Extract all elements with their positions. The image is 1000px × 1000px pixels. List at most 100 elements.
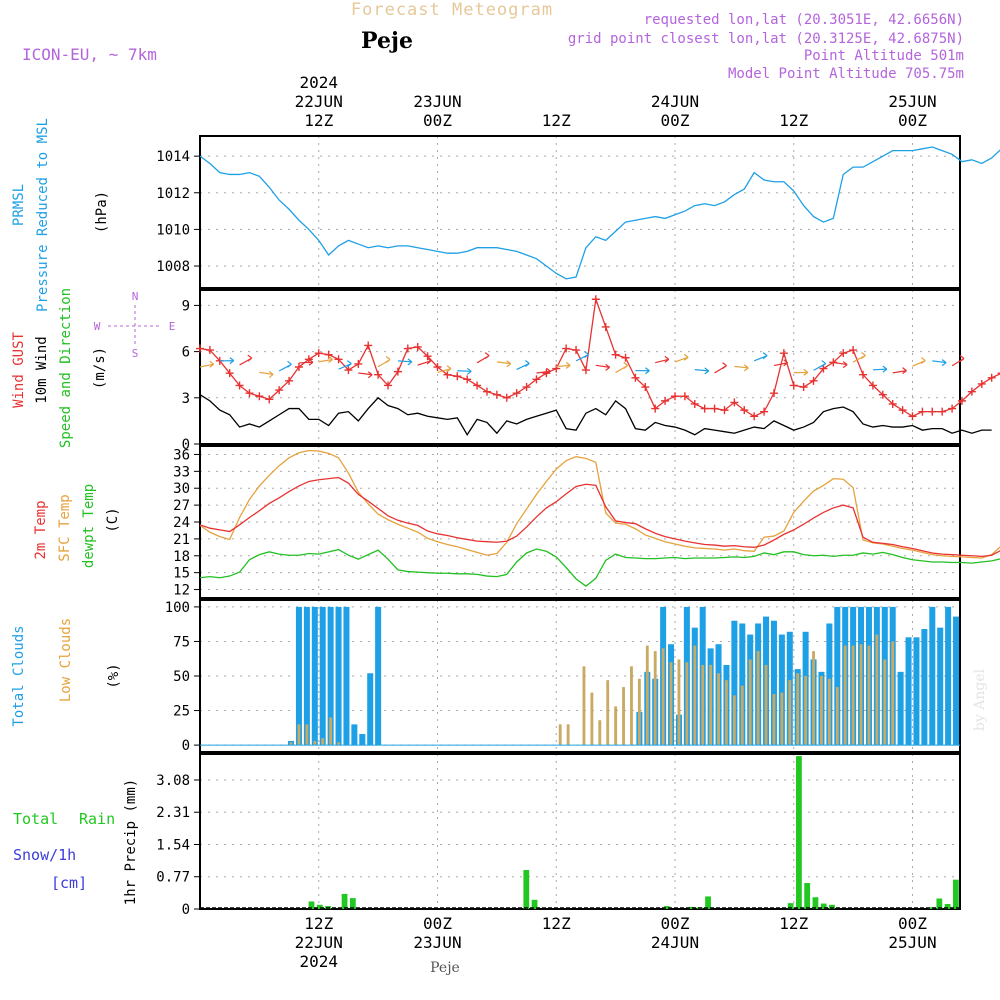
y-tick-label: 3 xyxy=(182,391,190,407)
wind-arrow xyxy=(872,365,888,373)
y-tick-label: 0 xyxy=(182,738,190,754)
low-cloud-bar xyxy=(637,678,641,746)
low-cloud-bar xyxy=(835,687,839,746)
y-tick-label: 1010 xyxy=(156,222,190,238)
watermark: by Angel xyxy=(972,668,988,731)
gust-marker xyxy=(720,406,729,415)
gust-marker xyxy=(542,369,551,378)
rain-bar xyxy=(804,883,811,909)
rain-bar xyxy=(308,901,315,909)
gust-marker xyxy=(235,381,244,390)
temp2m-label: 2m Temp xyxy=(33,500,49,559)
gust-marker xyxy=(384,381,393,390)
panel-frame xyxy=(199,445,961,599)
y-tick-label: 50 xyxy=(173,669,190,685)
rain-bar xyxy=(829,904,835,909)
compass-east: E xyxy=(169,320,176,333)
low-cloud-bar xyxy=(558,724,562,746)
wind-arrow xyxy=(912,357,926,367)
low-cloud-bar xyxy=(645,645,649,746)
low-cloud-bar xyxy=(804,676,808,746)
gust-marker xyxy=(730,398,739,407)
y-tick-label: 1012 xyxy=(156,186,190,202)
bottom-time-label: 2024 xyxy=(299,952,338,971)
total-cloud-bar xyxy=(335,606,342,746)
wind-arrow xyxy=(298,358,314,366)
low-cloud-bar xyxy=(661,648,665,746)
precip-unit-label: 1hr Precip (mm) xyxy=(123,779,139,905)
gust-marker xyxy=(641,383,650,392)
wind-arrow xyxy=(575,351,589,362)
bottom-time-label: 00Z xyxy=(898,914,927,933)
gust-marker xyxy=(611,350,620,359)
top-time-label: 12Z xyxy=(304,111,333,130)
low-cloud-bar xyxy=(796,673,800,746)
rain-label: Rain xyxy=(79,810,115,828)
gust-marker xyxy=(265,395,274,404)
gust-marker xyxy=(393,367,402,376)
low-cloud-bar xyxy=(812,651,815,746)
low-cloud-bar xyxy=(756,651,760,746)
gust-marker xyxy=(205,346,214,355)
rain-bar xyxy=(349,898,356,909)
low-cloud-bar xyxy=(717,673,720,746)
wind-arrow xyxy=(813,360,827,371)
total-cloud-bar xyxy=(770,620,777,746)
total-cloud-bar xyxy=(921,629,928,746)
gust-marker xyxy=(463,375,472,384)
rain-bar xyxy=(531,899,538,909)
gust-marker xyxy=(631,373,640,382)
gust-marker xyxy=(413,342,422,351)
y-tick-label: 3.08 xyxy=(156,773,190,789)
compass-south: S xyxy=(132,347,139,360)
wind-arrow xyxy=(714,362,727,374)
total-cloud-bar xyxy=(913,637,920,746)
wind-arrow xyxy=(536,367,551,375)
compass-rose: N S W E xyxy=(94,290,176,360)
gust-marker xyxy=(948,404,957,413)
wind-arrow xyxy=(377,356,391,368)
gust-marker xyxy=(275,386,284,395)
gust-marker xyxy=(799,383,808,392)
gust-marker xyxy=(710,404,719,413)
wind-arrow xyxy=(793,368,809,376)
gust-marker xyxy=(512,389,521,398)
gust-marker xyxy=(671,392,679,401)
gust-marker xyxy=(374,370,383,379)
low-cloud-bar xyxy=(867,645,871,746)
y-tick-label: 33 xyxy=(173,464,190,480)
low-cloud-bar xyxy=(883,659,887,746)
wind-arrow xyxy=(259,370,274,378)
gust-marker xyxy=(285,376,294,385)
top-time-label: 22JUN xyxy=(295,92,343,111)
gust-marker xyxy=(334,355,343,364)
low-cloud-bar xyxy=(313,740,317,746)
gust-label: Wind GUST xyxy=(11,332,27,408)
panel-frame xyxy=(199,753,961,910)
gust-marker xyxy=(532,375,541,384)
top-time-label: 12Z xyxy=(779,111,808,130)
wind-arrow xyxy=(516,359,530,370)
pressure-panel: 1008 1010 1012 1014 xyxy=(156,135,1000,289)
wind-unit-label: (m/s) xyxy=(92,347,108,389)
low-cloud-bar xyxy=(653,651,657,746)
top-time-label: 00Z xyxy=(423,111,452,130)
forecast-title: Forecast Meteogram xyxy=(351,0,553,20)
wind-dir-label: Speed and Direction xyxy=(58,288,74,448)
gust-marker xyxy=(938,407,947,416)
gust-marker xyxy=(789,381,798,390)
wind-arrow xyxy=(278,360,292,372)
low-clouds-label: Low Clouds xyxy=(58,618,74,702)
gust-marker xyxy=(245,389,254,398)
total-cloud-bar xyxy=(295,606,302,746)
low-cloud-bar xyxy=(772,693,776,746)
wind-arrow xyxy=(199,360,215,368)
total-cloud-bar xyxy=(343,606,350,746)
gust-marker xyxy=(522,383,531,392)
gust-marker xyxy=(769,389,778,398)
wind-arrow xyxy=(437,365,452,374)
wind-arrow xyxy=(655,355,670,364)
